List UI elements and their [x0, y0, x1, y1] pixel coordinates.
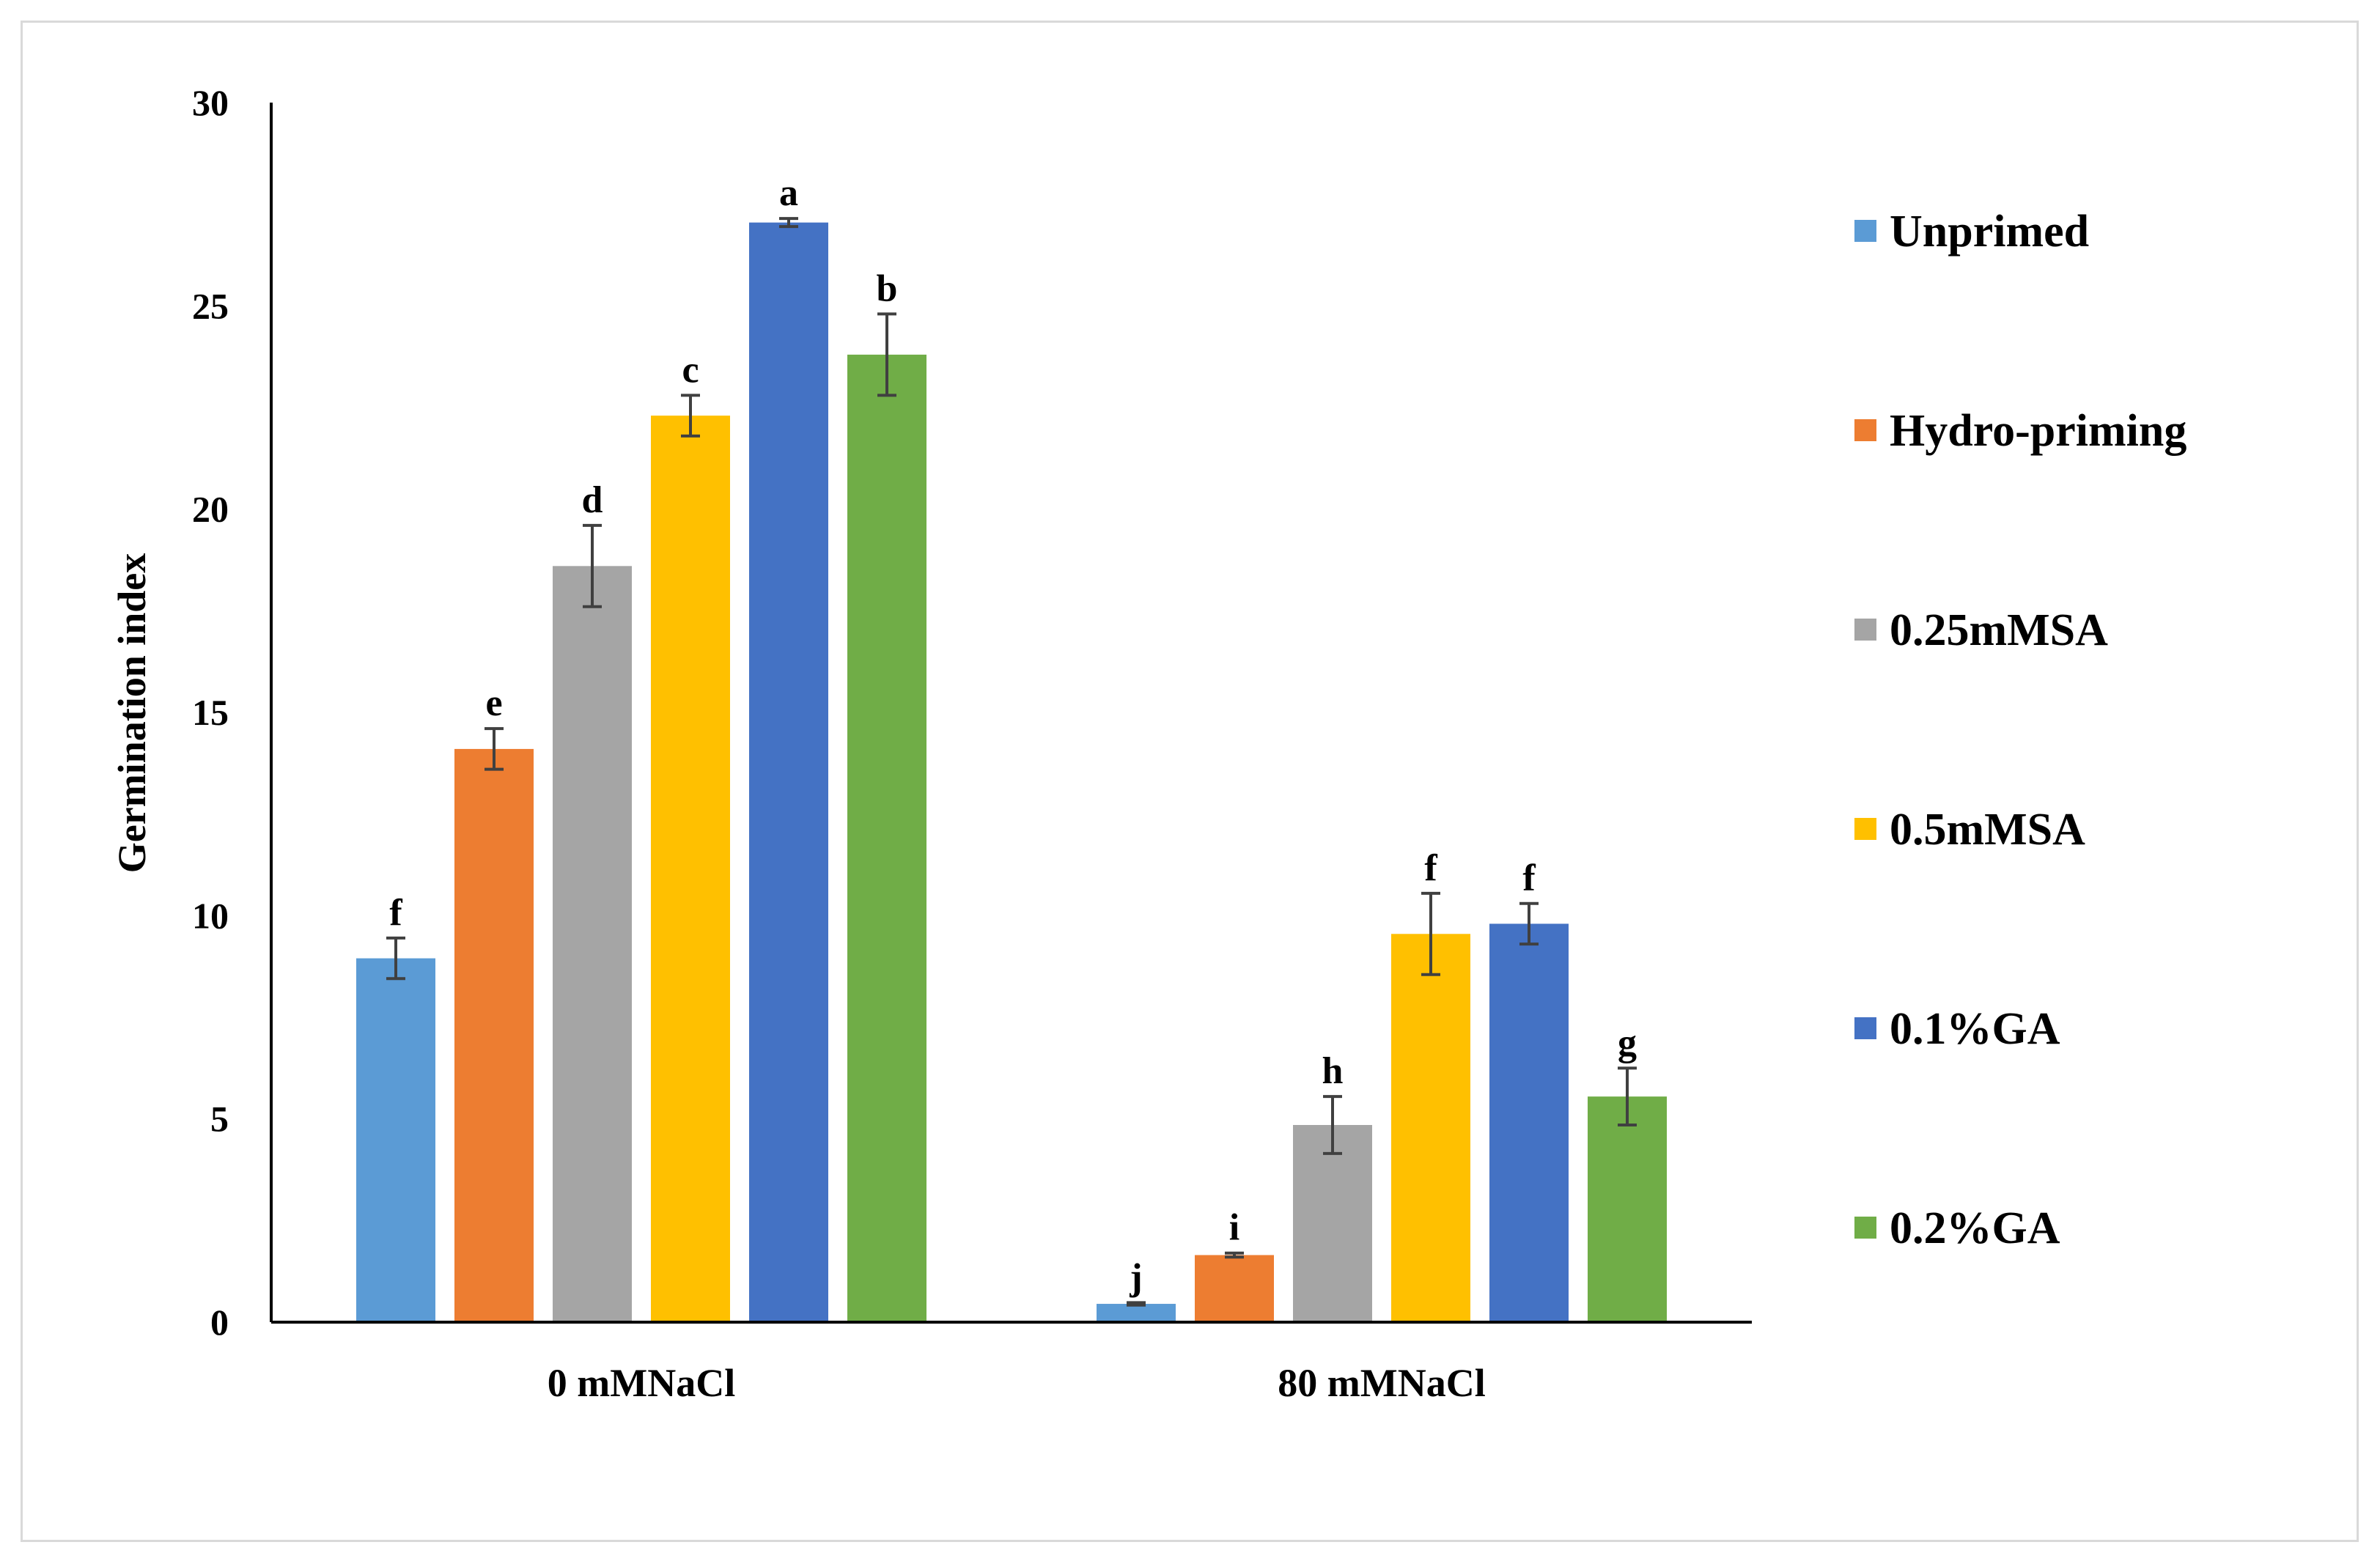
legend-swatch	[1854, 1217, 1876, 1239]
bars	[356, 222, 1667, 1323]
legend-swatch	[1854, 220, 1876, 242]
bar	[1097, 1304, 1176, 1322]
bar	[1195, 1255, 1274, 1322]
significance-letter: b	[877, 268, 898, 309]
y-tick-label: 25	[192, 285, 229, 326]
y-tick-label: 20	[192, 489, 229, 530]
significance-letter: f	[1424, 847, 1437, 889]
y-tick-label: 10	[192, 895, 229, 936]
legend-swatch	[1854, 419, 1876, 441]
legend-swatch	[1854, 619, 1876, 641]
bar	[1293, 1124, 1372, 1322]
bar	[356, 958, 435, 1322]
legend-label: 0.2%GA	[1890, 1203, 2060, 1253]
significance-letters: f e d c a b j i h f f g	[389, 172, 1637, 1298]
significance-letter: e	[485, 682, 502, 724]
legend-swatch	[1854, 1017, 1876, 1039]
significance-letter: d	[582, 479, 603, 521]
bar	[847, 354, 926, 1323]
y-axis-label: Germination index	[110, 553, 154, 874]
legend-label: Hydro-priming	[1890, 406, 2186, 456]
significance-letter: h	[1322, 1050, 1344, 1092]
legend-label: 0.25mMSA	[1890, 605, 2108, 655]
category-label: 80 mMNaCl	[1278, 1361, 1485, 1405]
legend-label: 0.5mMSA	[1890, 805, 2085, 855]
bar	[1489, 923, 1569, 1322]
significance-letter: a	[779, 172, 798, 214]
bar	[1588, 1096, 1667, 1322]
y-tick-label: 0	[210, 1302, 229, 1343]
y-tick-label: 30	[192, 82, 229, 123]
legend-swatch	[1854, 818, 1876, 840]
x-axis-categories: 0 mMNaCl 80 mMNaCl	[548, 1361, 1486, 1405]
bar	[651, 416, 730, 1323]
significance-letter: j	[1129, 1256, 1142, 1298]
significance-letter: f	[1522, 857, 1536, 899]
bar	[553, 566, 632, 1322]
significance-letter: g	[1618, 1022, 1637, 1063]
bar	[454, 748, 534, 1322]
bar	[749, 222, 828, 1322]
y-axis-ticks: 0 5 10 15 20 25 30	[192, 82, 229, 1343]
y-tick-label: 15	[192, 692, 229, 733]
legend: Unprimed Hydro-priming 0.25mMSA 0.5mMSA 0.1%…	[1854, 207, 2186, 1253]
significance-letter: i	[1229, 1207, 1239, 1249]
significance-letter: f	[389, 892, 402, 934]
error-bars	[386, 217, 1637, 1307]
bar	[1391, 934, 1470, 1322]
category-label: 0 mMNaCl	[548, 1361, 735, 1405]
chart-frame	[21, 21, 2359, 1542]
significance-letter: c	[682, 349, 699, 391]
y-tick-label: 5	[210, 1099, 229, 1140]
legend-label: Unprimed	[1890, 207, 2089, 257]
legend-label: 0.1%GA	[1890, 1004, 2060, 1054]
